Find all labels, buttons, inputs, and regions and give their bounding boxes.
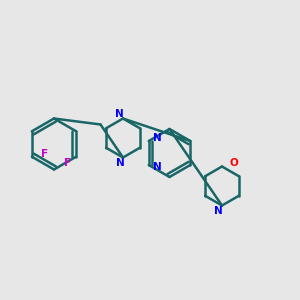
Text: N: N	[214, 206, 223, 217]
Text: N: N	[116, 158, 124, 168]
Text: F: F	[64, 158, 72, 168]
Text: O: O	[230, 158, 238, 169]
Text: N: N	[115, 109, 124, 119]
Text: N: N	[153, 161, 162, 172]
Text: F: F	[41, 149, 48, 159]
Text: N: N	[153, 133, 162, 143]
